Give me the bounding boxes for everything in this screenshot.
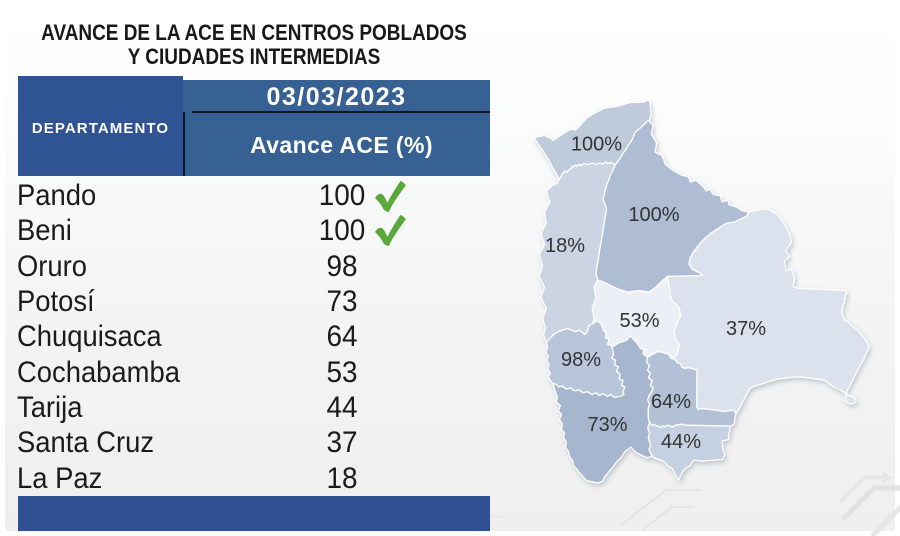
svg-text:37%: 37% [726, 318, 766, 340]
svg-text:64%: 64% [651, 391, 691, 413]
svg-text:98%: 98% [561, 349, 601, 371]
svg-text:73%: 73% [587, 414, 627, 436]
svg-text:53%: 53% [619, 310, 659, 332]
svg-text:18%: 18% [545, 235, 585, 257]
svg-text:100%: 100% [628, 204, 679, 226]
svg-text:100%: 100% [571, 134, 622, 156]
svg-text:44%: 44% [661, 431, 701, 453]
